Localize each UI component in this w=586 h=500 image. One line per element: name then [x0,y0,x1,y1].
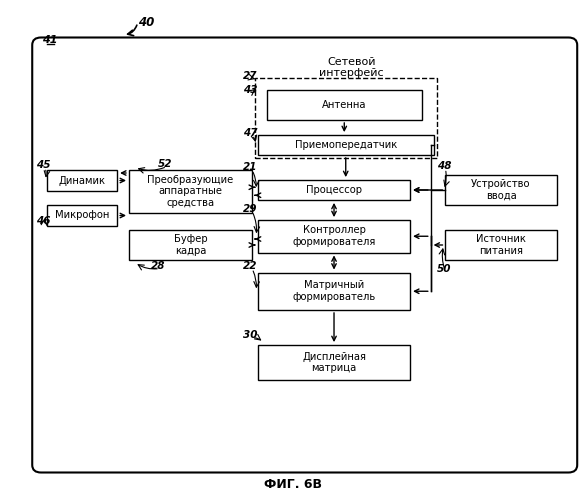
Text: Матричный
формирователь: Матричный формирователь [292,280,376,302]
Text: Контроллер
формирователя: Контроллер формирователя [292,226,376,247]
Text: 46: 46 [36,216,51,226]
Text: 40: 40 [138,16,154,29]
Bar [258,135,434,155]
Text: 27: 27 [243,71,258,81]
Text: Буфер
кадра: Буфер кадра [173,234,207,256]
Bar [258,345,410,380]
Bar [258,180,410,200]
Text: 43: 43 [243,85,258,95]
Text: 48: 48 [437,161,451,171]
Text: 22: 22 [243,261,258,271]
Bar [255,78,437,158]
Text: 50: 50 [437,264,451,274]
Text: Динамик: Динамик [59,176,105,186]
Bar [267,90,422,120]
Text: 41: 41 [42,35,57,45]
Text: Устройство
ввода: Устройство ввода [471,179,531,201]
Bar [445,230,557,260]
Bar [47,205,117,226]
Text: 28: 28 [151,261,166,271]
Text: Дисплейная
матрица: Дисплейная матрица [302,352,366,374]
Text: ФИГ. 6В: ФИГ. 6В [264,478,322,492]
Text: 29: 29 [243,204,258,214]
Text: Источник
питания: Источник питания [476,234,526,256]
Text: Процессор: Процессор [306,185,362,195]
Bar [258,272,410,310]
Text: Преобразующие
аппаратные
средства: Преобразующие аппаратные средства [147,174,234,208]
Text: 52: 52 [158,159,173,169]
Text: 21: 21 [243,162,258,172]
Bar [258,220,410,252]
Text: Приемопередатчик: Приемопередатчик [295,140,397,150]
Text: 30: 30 [243,330,258,340]
FancyBboxPatch shape [32,38,577,472]
Bar [129,170,252,212]
Text: Микрофон: Микрофон [55,210,109,220]
Text: 45: 45 [36,160,51,170]
Text: 47: 47 [243,128,258,138]
Bar [47,170,117,191]
Bar [129,230,252,260]
Bar [445,175,557,205]
Text: Антенна: Антенна [322,100,366,110]
Text: Сетевой
интерфейс: Сетевой интерфейс [319,56,384,78]
